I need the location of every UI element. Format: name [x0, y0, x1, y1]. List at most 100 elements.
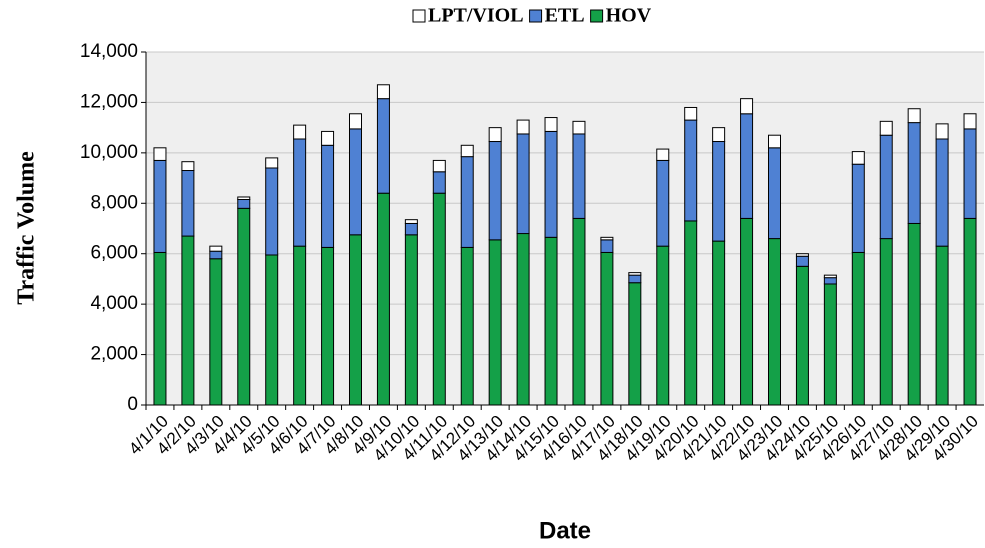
bar-segment [740, 98, 754, 115]
bar-segment [376, 98, 390, 194]
bar-segment [516, 133, 530, 235]
y-tick-label: 0 [127, 394, 138, 415]
bar-segment [768, 238, 781, 406]
bar-segment [237, 199, 251, 209]
bar-segment [907, 222, 921, 406]
bar-segment [851, 151, 865, 165]
bar-segment [516, 119, 530, 135]
bar-segment [376, 192, 390, 406]
bar-segment [404, 222, 418, 236]
legend-label: HOV [606, 5, 652, 27]
bar-segment [237, 196, 251, 201]
y-tick-label: 6,000 [90, 243, 138, 264]
bar-segment [823, 277, 837, 285]
bar-segment [265, 157, 279, 169]
bar-segment [153, 251, 167, 406]
bar-segment [488, 141, 502, 241]
bar-segment [907, 108, 921, 124]
bar-segment [572, 133, 586, 219]
bar-segment [544, 117, 558, 132]
bar-segment [404, 234, 418, 406]
y-tick-label: 2,000 [90, 344, 138, 365]
bar-segment [600, 239, 614, 253]
bar-segment [628, 272, 642, 276]
bar-segment [293, 138, 307, 247]
bar-segment [684, 220, 698, 406]
bar-segment [265, 167, 279, 256]
bar-segment [349, 234, 362, 406]
legend-swatch [529, 9, 543, 23]
bar-segment [460, 156, 474, 248]
bar-segment [740, 217, 754, 406]
bar-segment [795, 255, 809, 267]
bar-segment [544, 236, 558, 406]
legend-swatch [590, 9, 604, 23]
bar-segment [795, 265, 809, 406]
y-axis-label: Traffic Volume [14, 151, 40, 305]
bar-segment [851, 163, 865, 253]
bar-segment [460, 144, 474, 158]
bar-segment [768, 147, 781, 240]
bar-segment [656, 245, 670, 406]
bar-segment [600, 236, 614, 241]
bar-segment [349, 113, 362, 130]
bar-segment [935, 245, 949, 406]
legend-swatch [412, 9, 426, 23]
bar-segment [684, 106, 698, 121]
bar-segment [153, 159, 167, 253]
legend-label: ETL [545, 5, 585, 27]
bar-segment [963, 128, 977, 219]
bar-segment [823, 274, 837, 279]
bar-segment [432, 159, 446, 173]
bar-segment [656, 159, 670, 247]
bar-segment [321, 144, 335, 248]
bar-segment [768, 134, 781, 149]
bar-segment [795, 253, 809, 257]
bar-segment [376, 84, 390, 100]
bar-segment [293, 245, 307, 406]
bar-segment [153, 147, 167, 161]
bar-segment [209, 250, 223, 260]
bar-segment [851, 251, 865, 406]
bar-segment [544, 130, 558, 238]
bar-segment [209, 245, 223, 252]
y-tick-label: 8,000 [90, 192, 138, 213]
y-tick-label: 10,000 [80, 142, 138, 163]
bar-segment [963, 217, 977, 406]
bar-segment [907, 122, 921, 224]
y-tick-label: 12,000 [80, 91, 138, 112]
bar-segment [712, 240, 726, 406]
bar-segment [181, 235, 195, 406]
bar-segment [488, 239, 502, 406]
bar-segment [293, 124, 307, 140]
plot-area [146, 52, 984, 405]
bar-segment [181, 161, 195, 172]
bar-segment [935, 123, 949, 140]
y-tick-label: 14,000 [80, 41, 138, 62]
bar-segment [712, 127, 726, 143]
bar-segment [321, 130, 335, 146]
bar-segment [879, 238, 893, 406]
bar-segment [349, 128, 362, 236]
y-tick-label: 4,000 [90, 293, 138, 314]
legend-label: LPT/VIOL [428, 5, 524, 27]
bar-segment [432, 171, 446, 194]
bar-segment [963, 113, 977, 130]
bar-segment [237, 207, 251, 406]
x-axis-label: Date [539, 517, 591, 544]
bar-segment [740, 113, 754, 219]
bar-segment [600, 251, 614, 406]
bar-segment [823, 283, 837, 406]
bar-segment [321, 246, 335, 406]
bar-segment [432, 192, 446, 406]
bar-segment [404, 219, 418, 224]
bar-segment [879, 120, 893, 136]
bar-segment [265, 254, 279, 406]
bar-segment [879, 134, 893, 240]
bar-segment [488, 127, 502, 143]
bar-segment [572, 217, 586, 406]
bar-segment [181, 170, 195, 237]
bar-segment [684, 119, 698, 222]
bar-segment [460, 246, 474, 406]
